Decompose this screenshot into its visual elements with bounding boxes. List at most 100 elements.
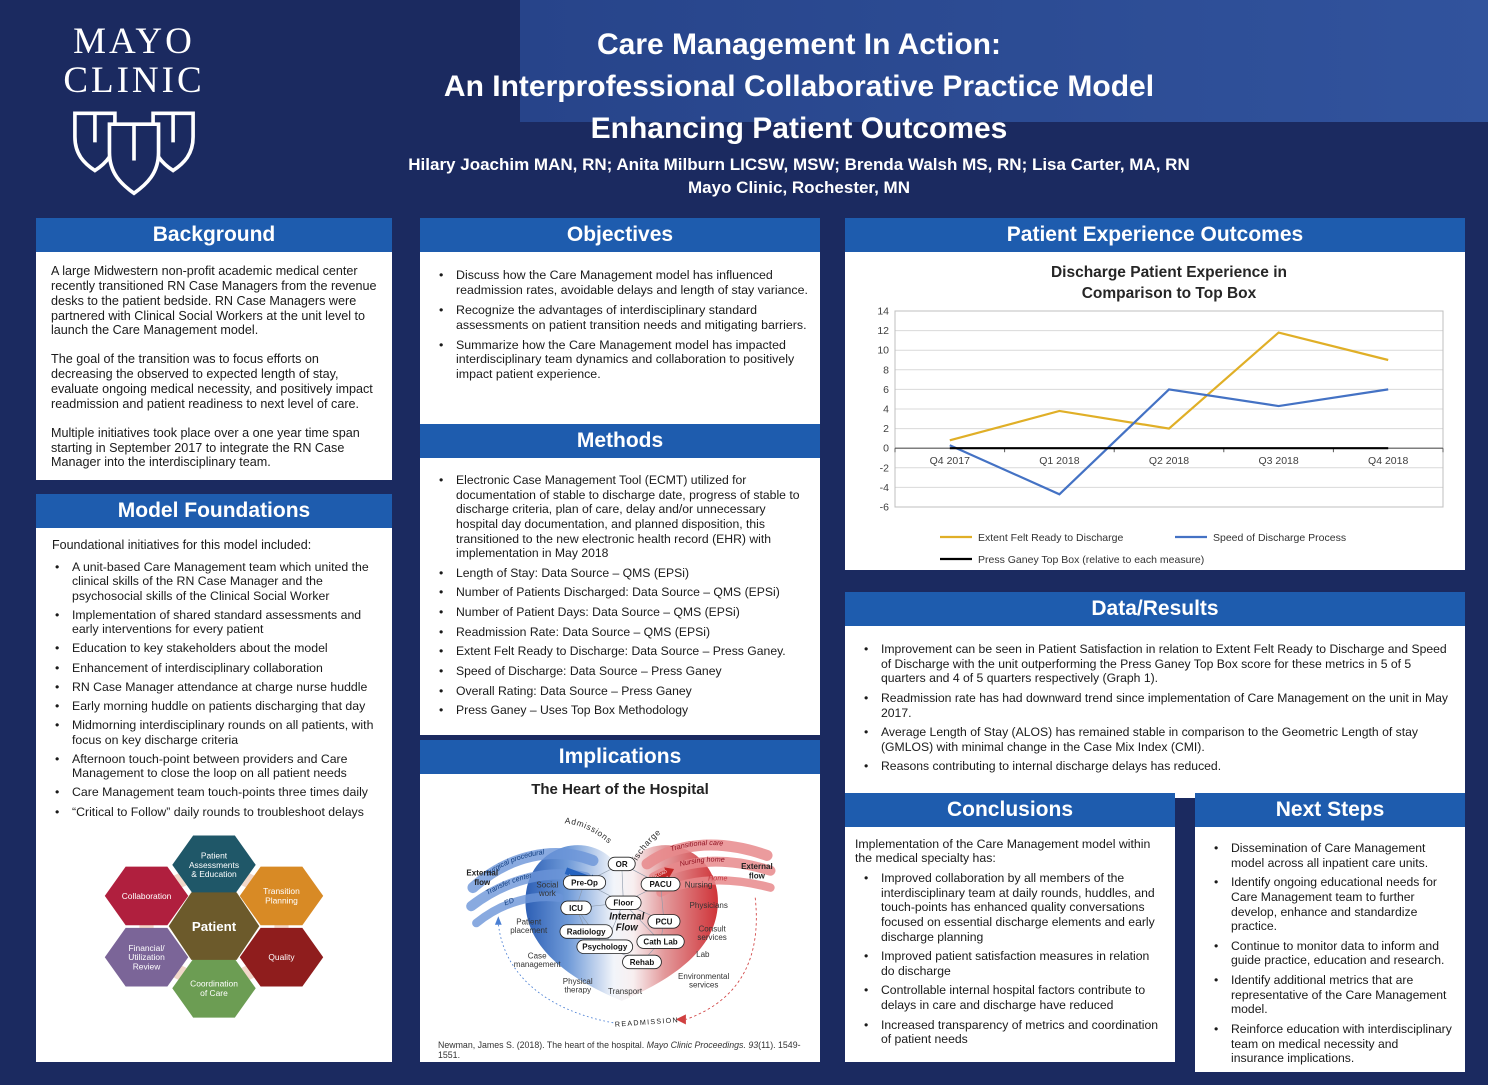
hexagon (172, 835, 256, 894)
chart-ytick-label: -4 (880, 482, 889, 494)
model-foundations-title: Model Foundations (36, 494, 392, 528)
heart-node-label: Floor (613, 899, 633, 908)
poster-title-line3: Enhancing Patient Outcomes (590, 112, 1008, 145)
poster-title-line1: Care Management In Action: (597, 28, 1001, 61)
next-steps-title: Next Steps (1195, 793, 1465, 827)
conclusions-panel: Conclusions Implementation of the Care M… (845, 793, 1175, 1062)
readmission-label: READMISSION (615, 1016, 680, 1028)
heart-node (576, 939, 634, 954)
chart-xtick-label: Q4 2017 (930, 455, 970, 467)
left-side-label: placement (510, 926, 548, 935)
readmission-loop-right-arrowhead (675, 1014, 686, 1025)
right-side-label: Consult (699, 925, 727, 934)
list-item: Midmorning interdisciplinary rounds on a… (46, 718, 380, 747)
right-side-label: Lab (696, 950, 710, 959)
heart-node (559, 924, 613, 939)
heart-diagram-title: The Heart of the Hospital (531, 781, 709, 798)
list-item: Identify ongoing educational needs for C… (1205, 875, 1453, 934)
external-flow-left-label: External (466, 869, 498, 878)
list-item: Improvement can be seen in Patient Satis… (855, 642, 1453, 686)
list-item: Continue to monitor data to inform and g… (1205, 939, 1453, 968)
right-side-label: Environmental (678, 972, 729, 981)
chart-ytick-label: 8 (883, 364, 889, 376)
chart-ytick-label: 12 (877, 325, 889, 337)
list-item: Improved collaboration by all members of… (855, 871, 1163, 944)
citation-prefix: Newman, James S. (2018). The heart of th… (438, 1040, 647, 1050)
heart-node-label: PACU (650, 880, 672, 889)
citation-italic-vol: 93 (745, 1040, 759, 1050)
list-item: Number of Patients Discharged: Data Sour… (430, 585, 808, 600)
hexagon-label: Quality (268, 952, 295, 962)
hexagon-label: Assessments (189, 860, 239, 870)
list-item: Reasons contributing to internal dischar… (855, 759, 1453, 774)
heart-node-label: Cath Lab (643, 938, 677, 947)
chart-xtick-label: Q4 2018 (1368, 455, 1408, 467)
external-flow-left-label: flow (474, 878, 491, 887)
hexagon (239, 927, 324, 987)
heart-node (560, 900, 592, 916)
list-item: RN Case Manager attendance at charge nur… (46, 680, 380, 695)
hexagon-label: Planning (265, 895, 298, 905)
model-foundations-panel: Model Foundations Foundational initiativ… (36, 494, 392, 1062)
left-side-label: Social (536, 881, 558, 890)
implications-panel: Implications The Heart of the Hospital S… (420, 740, 820, 1062)
list-item: A large Midwestern non-profit academic m… (51, 264, 377, 338)
readmission-loop-right (685, 897, 757, 1020)
external-flow-right-label: External (741, 862, 773, 871)
list-item: Afternoon touch-point between providers … (46, 752, 380, 781)
left-side-label: work (538, 889, 557, 898)
external-flow-right-label: flow (749, 871, 766, 880)
chart-ytick-label: 0 (883, 443, 889, 455)
list-item: Recognize the advantages of interdiscipl… (430, 303, 808, 333)
background-paragraphs: A large Midwestern non-profit academic m… (36, 252, 392, 480)
outflow-band (641, 839, 773, 870)
chart-ytick-label: -2 (880, 462, 889, 474)
heart-node-label: Pre-Op (571, 878, 598, 887)
hexagon (104, 866, 189, 925)
legend-label: Press Ganey Top Box (relative to each me… (978, 554, 1204, 566)
list-item: Controllable internal hospital factors c… (855, 983, 1163, 1012)
list-item: “Critical to Follow” daily rounds to tro… (46, 805, 380, 820)
hexagon-label: of Care (200, 988, 228, 998)
logo-word-clinic: CLINIC (63, 60, 205, 101)
mayo-shields-icon (73, 111, 195, 196)
heart-node-label: Rehab (630, 958, 655, 967)
chart-plot-border (894, 310, 1444, 508)
chart-title: Discharge Patient Experience in (1051, 264, 1287, 281)
list-item: Increased transparency of metrics and co… (855, 1018, 1163, 1047)
hexagon-label: Collaboration (122, 891, 172, 901)
heart-node (640, 877, 681, 892)
header-accent-band (520, 0, 1488, 122)
chart-ytick-label: 4 (883, 404, 889, 416)
internal-flow-label: Flow (616, 923, 640, 934)
right-side-label: services (689, 980, 718, 989)
poster-title-block: Care Management In Action: An Interprofe… (230, 24, 1368, 199)
left-side-label: Physical (563, 977, 593, 986)
conclusions-title: Conclusions (845, 793, 1175, 827)
heart-node-label: ICU (569, 904, 583, 913)
heart-node-label: PCU (655, 917, 672, 926)
left-side-label: Case (528, 952, 547, 961)
methods-panel: Methods Electronic Case Management Tool … (420, 424, 820, 735)
readmission-loop-left-arrowhead (494, 916, 502, 925)
chart-xtick-label: Q1 2018 (1039, 455, 1079, 467)
chart-title: Comparison to Top Box (1082, 285, 1257, 302)
list-item: Improved patient satisfaction measures i… (855, 949, 1163, 978)
model-foundations-list: A unit-based Care Management team which … (36, 560, 392, 819)
implications-title: Implications (420, 740, 820, 774)
chart-series-line (949, 331, 1389, 442)
hexagon (104, 927, 189, 987)
legend-label: Speed of Discharge Process (1213, 532, 1346, 544)
patient-experience-title: Patient Experience Outcomes (845, 218, 1465, 252)
list-item: Care Management team touch-points three … (46, 785, 380, 800)
list-item: Press Ganey – Uses Top Box Methodology (430, 703, 808, 718)
patient-experience-panel: Patient Experience Outcomes Discharge Pa… (845, 218, 1465, 570)
list-item: Reinforce education with interdisciplina… (1205, 1022, 1453, 1066)
hexagon-label: Patient (192, 919, 237, 934)
hexagon (168, 892, 260, 960)
left-side-label: Patient (516, 918, 542, 927)
right-side-label: services (697, 933, 726, 942)
list-item: Electronic Case Management Tool (ECMT) u… (430, 473, 808, 561)
heart-node (636, 934, 685, 949)
